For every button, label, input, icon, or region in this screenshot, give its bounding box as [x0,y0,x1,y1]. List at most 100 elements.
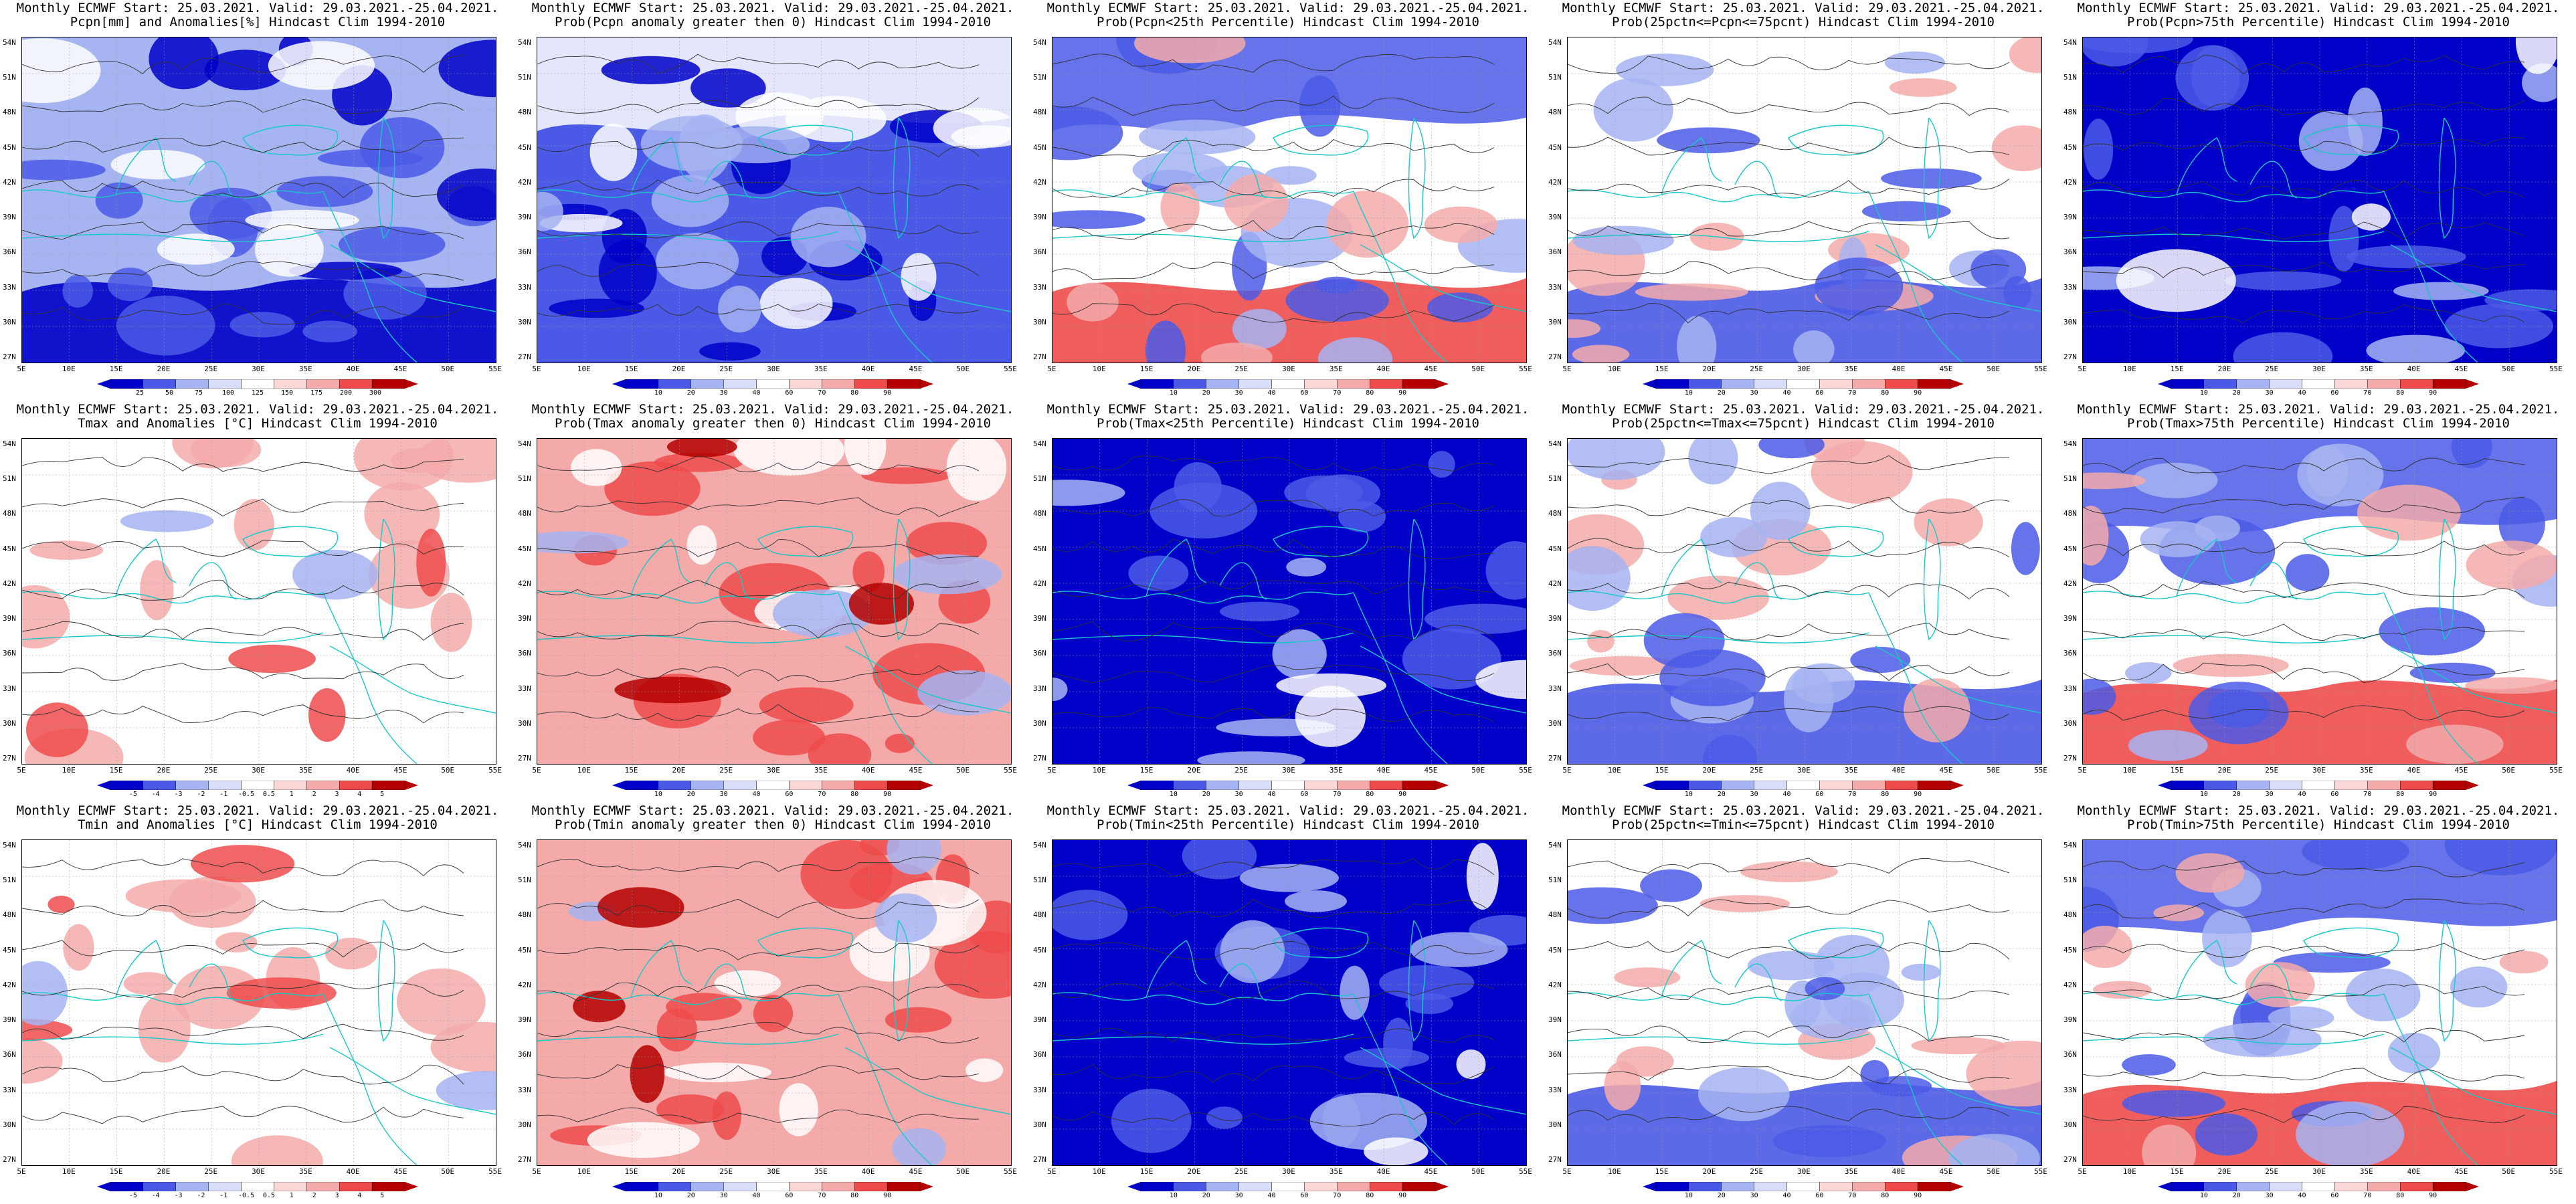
colorbar-label: 25 [135,389,145,397]
latitude-label: 30N [518,718,531,728]
longitude-label: 25E [719,1167,733,1176]
colorbar-label: 40 [2298,389,2306,397]
colorbar-label: 30 [719,791,728,798]
panel-title-line2: Prob(Tmax>75th Percentile) Hindcast Clim… [2127,416,2510,431]
latitude-label: 54N [518,439,531,448]
longitude-label: 25E [1750,766,1764,775]
longitude-label: 45E [393,766,407,775]
latitude-label: 54N [518,841,531,849]
longitude-label: 15E [109,365,123,373]
longitude-label: 35E [1329,766,1343,775]
panel-title-line2: Prob(Pcpn anomaly greater then 0) Hindca… [554,15,992,29]
longitude-label: 30E [2312,365,2326,373]
panel-title-line1: Monthly ECMWF Start: 25.03.2021. Valid: … [2077,402,2560,417]
latitude-label: 27N [1548,353,1562,361]
longitude-label: 35E [298,1167,312,1176]
colorbar-label: 20 [1202,389,1210,397]
latitude-label: 36N [518,247,531,257]
longitude-label: 5E [17,1167,26,1176]
colorbar-label: -0.5 [238,791,255,798]
latitude-label: 54N [1548,841,1562,849]
longitude-label: 30E [252,766,265,775]
longitude-label: 25E [2265,365,2279,373]
latitude-label: 27N [1548,1155,1562,1164]
panel-title-line1: Monthly ECMWF Start: 25.03.2021. Valid: … [16,402,499,417]
longitude-label: 55E [2549,766,2563,775]
longitude-label: 45E [909,766,923,775]
colorbar-label: 90 [1398,1192,1407,1199]
longitude-label: 45E [1939,1167,1953,1176]
longitude-label: 50E [441,766,455,775]
latitude-label: 45N [2063,945,2077,955]
latitude-label: 39N [1548,1015,1562,1025]
latitude-label: 36N [2063,247,2077,257]
longitude-label: 15E [1655,365,1669,373]
map-canvas [22,840,496,1165]
longitude-label: 10E [1092,365,1106,373]
latitude-label: 36N [3,247,16,257]
latitude-label: 48N [3,108,16,117]
latitude-label: 27N [1033,754,1046,763]
map-area [537,438,1012,765]
longitude-label: 15E [109,766,123,775]
colorbar-label: 30 [719,389,728,397]
map-area [2082,37,2557,363]
latitude-label: 54N [1548,439,1562,448]
latitude-label: 54N [2063,439,2077,448]
longitude-label: 45E [1939,365,1953,373]
map-panel: Monthly ECMWF Start: 25.03.2021. Valid: … [2061,0,2576,401]
latitude-label: 54N [3,841,16,849]
colorbar-label: 70 [818,389,826,397]
panel-title-line2: Prob(Pcpn<25th Percentile) Hindcast Clim… [1097,15,1479,29]
map-panel: Monthly ECMWF Start: 25.03.2021. Valid: … [1030,0,1546,401]
colorbar-label: 90 [1398,791,1407,798]
colorbar-label: 20 [2232,1192,2241,1199]
panel-title-line2: Prob(Tmax anomaly greater then 0) Hindca… [554,416,992,431]
map-panel: Monthly ECMWF Start: 25.03.2021. Valid: … [515,0,1030,401]
latitude-label: 45N [2063,544,2077,553]
longitude-label: 25E [719,766,733,775]
longitude-label: 45E [2454,766,2468,775]
longitude-label: 20E [1702,365,1716,373]
latitude-label: 30N [1033,317,1046,326]
latitude-label: 39N [3,1015,16,1025]
colorbar [1127,1182,1449,1191]
colorbar-label: -1 [219,1192,228,1199]
latitude-label: 42N [518,177,531,187]
map-canvas [537,439,1011,764]
map-area [1567,839,2042,1166]
longitude-label: 25E [1750,1167,1764,1176]
latitude-label: 51N [2063,73,2077,82]
latitude-label: 51N [1548,73,1562,82]
latitude-label: 51N [3,73,16,82]
longitude-label: 50E [441,1167,455,1176]
latitude-label: 27N [2063,353,2077,361]
latitude-label: 27N [2063,754,2077,763]
longitude-label: 5E [1562,1167,1572,1176]
longitude-label: 35E [298,365,312,373]
latitude-label: 36N [1548,649,1562,658]
latitude-label: 33N [1033,282,1046,292]
colorbar-label: 2 [312,1192,316,1199]
colorbar-label: 20 [1202,1192,1210,1199]
panel-title-line1: Monthly ECMWF Start: 25.03.2021. Valid: … [2077,803,2560,818]
longitude-label: 55E [1004,365,1017,373]
colorbar-label: 90 [1914,389,1922,397]
map-area [21,37,496,363]
longitude-label: 50E [956,1167,970,1176]
longitude-label: 5E [2078,365,2087,373]
map-area [1052,839,1527,1166]
colorbar-label: -2 [197,791,205,798]
colorbar-label: 30 [2265,389,2274,397]
longitude-label: 30E [1797,766,1811,775]
longitude-label: 50E [1987,766,2001,775]
latitude-label: 30N [2063,718,2077,728]
longitude-label: 20E [157,766,171,775]
longitude-label: 35E [814,1167,828,1176]
longitude-label: 35E [1329,1167,1343,1176]
latitude-label: 54N [1033,38,1046,47]
colorbar-label: 4 [357,1192,362,1199]
map-canvas [2083,439,2557,764]
longitude-label: 30E [767,766,780,775]
latitude-label: 33N [1548,282,1562,292]
